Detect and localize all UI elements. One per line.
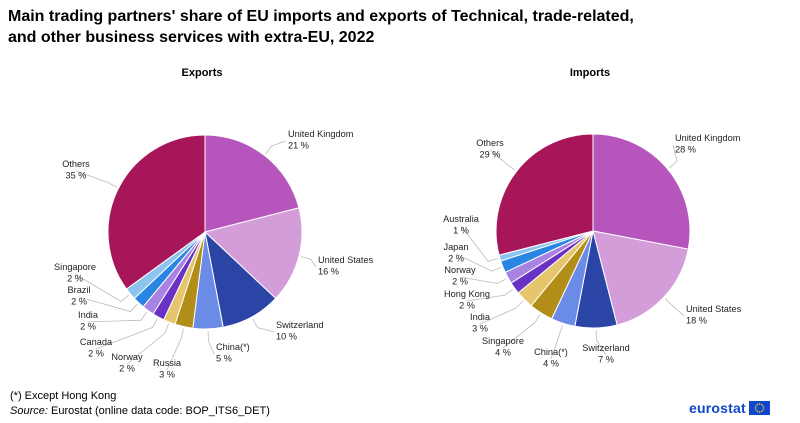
- exports-label-china: China(*) 5 %: [216, 342, 250, 364]
- imports-pie: Imports United Kingdom 28 % United States 18…: [443, 67, 741, 369]
- imports-label-china: China(*) 4 %: [534, 347, 568, 369]
- imports-label-norway: Norway 2 %: [444, 265, 476, 287]
- exports-slice-united-kingdom: [204, 134, 300, 233]
- eurostat-logo: eurostat: [689, 400, 770, 416]
- exports-slice-others: [107, 134, 206, 290]
- source-label: Source:: [10, 405, 48, 417]
- imports-label-japan: Japan 2 %: [443, 242, 468, 264]
- exports-leader-singapore: [74, 273, 129, 302]
- exports-label-united-kingdom: United Kingdom 21 %: [288, 129, 354, 151]
- exports-leader-canada: [95, 318, 158, 350]
- imports-label-india: India 3 %: [470, 312, 491, 334]
- imports-slice-others: [495, 133, 594, 256]
- imports-label-singapore: Singapore 4 %: [482, 336, 524, 358]
- exports-slice-united-states: [203, 207, 303, 300]
- exports-label-switzerland: Switzerland 10 %: [276, 320, 324, 342]
- exports-leader-switzerland: [252, 318, 275, 333]
- source-line: Source: Eurostat (online data code: BOP_…: [10, 404, 270, 418]
- exports-label-others: Others 35 %: [62, 159, 90, 181]
- imports-subtitle: Imports: [570, 67, 610, 79]
- source-text: Eurostat (online data code: BOP_ITS6_DET…: [50, 405, 270, 417]
- exports-leader-others: [75, 170, 117, 188]
- exports-leader-india: [87, 311, 148, 323]
- logo-text: eurostat: [689, 400, 746, 416]
- chart-title: Main trading partners' share of EU impor…: [8, 8, 634, 46]
- footnote: (*) Except Hong Kong: [10, 390, 117, 402]
- imports-label-hong-kong: Hong Kong 2 %: [444, 289, 490, 311]
- imports-leader-india: [479, 300, 524, 325]
- imports-leader-japan: [455, 253, 502, 272]
- exports-label-singapore: Singapore 2 %: [54, 262, 96, 284]
- exports-subtitle: Exports: [182, 67, 223, 79]
- exports-leader-brazil: [78, 296, 138, 312]
- eu-flag-icon: [748, 401, 770, 415]
- imports-label-united-states: United States 18 %: [686, 304, 742, 326]
- imports-leader-norway: [459, 276, 507, 284]
- imports-label-switzerland: Switzerland 7 %: [582, 343, 630, 365]
- imports-label-united-kingdom: United Kingdom 28 %: [675, 133, 741, 155]
- exports-leader-united-states: [300, 256, 317, 268]
- pie-charts: Exports United Kingdom 21 % United States 16…: [54, 67, 742, 380]
- imports-leader-united-kingdom: [669, 144, 678, 169]
- imports-label-others: Others 29 %: [476, 138, 504, 160]
- imports-slice-united-kingdom: [592, 133, 691, 250]
- exports-label-russia: Russia 3 %: [153, 358, 182, 380]
- exports-label-norway: Norway 2 %: [111, 352, 143, 374]
- imports-leader-australia: [460, 225, 499, 262]
- exports-leader-china: [207, 330, 215, 355]
- imports-leader-switzerland: [595, 329, 607, 356]
- exports-leader-norway: [126, 323, 169, 365]
- exports-label-united-states: United States 16 %: [318, 255, 374, 277]
- exports-pie: Exports United Kingdom 21 % United States 16…: [54, 67, 374, 380]
- exports-leader-united-kingdom: [265, 140, 287, 155]
- imports-leader-china: [550, 325, 563, 360]
- exports-label-brazil: Brazil 2 %: [68, 285, 91, 307]
- imports-leader-singapore: [502, 314, 541, 349]
- imports-slice-united-states: [592, 230, 689, 326]
- exports-label-india: India 2 %: [78, 310, 99, 332]
- imports-leader-hong-kong: [466, 288, 514, 302]
- exports-label-canada: Canada 2 %: [80, 337, 113, 359]
- exports-leader-russia: [166, 328, 184, 371]
- imports-label-australia: Australia 1 %: [443, 214, 480, 236]
- imports-leader-others: [489, 149, 516, 171]
- imports-leader-united-states: [664, 298, 685, 317]
